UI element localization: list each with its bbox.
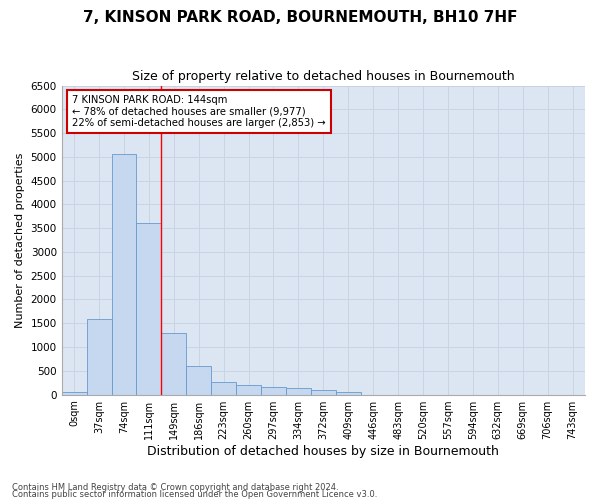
Text: Contains public sector information licensed under the Open Government Licence v3: Contains public sector information licen…: [12, 490, 377, 499]
Y-axis label: Number of detached properties: Number of detached properties: [15, 152, 25, 328]
Bar: [186, 366, 211, 394]
Bar: [136, 224, 161, 394]
Bar: [286, 388, 311, 394]
Text: 7 KINSON PARK ROAD: 144sqm
← 78% of detached houses are smaller (9,977)
22% of s: 7 KINSON PARK ROAD: 144sqm ← 78% of deta…: [72, 95, 326, 128]
Bar: [161, 333, 186, 394]
Bar: [211, 382, 236, 394]
X-axis label: Distribution of detached houses by size in Bournemouth: Distribution of detached houses by size …: [148, 444, 499, 458]
Bar: [112, 154, 136, 394]
Text: 7, KINSON PARK ROAD, BOURNEMOUTH, BH10 7HF: 7, KINSON PARK ROAD, BOURNEMOUTH, BH10 7…: [83, 10, 517, 25]
Bar: [336, 392, 361, 394]
Text: Contains HM Land Registry data © Crown copyright and database right 2024.: Contains HM Land Registry data © Crown c…: [12, 484, 338, 492]
Bar: [261, 387, 286, 394]
Bar: [311, 390, 336, 394]
Bar: [236, 385, 261, 394]
Title: Size of property relative to detached houses in Bournemouth: Size of property relative to detached ho…: [132, 70, 515, 83]
Bar: [62, 392, 86, 394]
Bar: [86, 318, 112, 394]
